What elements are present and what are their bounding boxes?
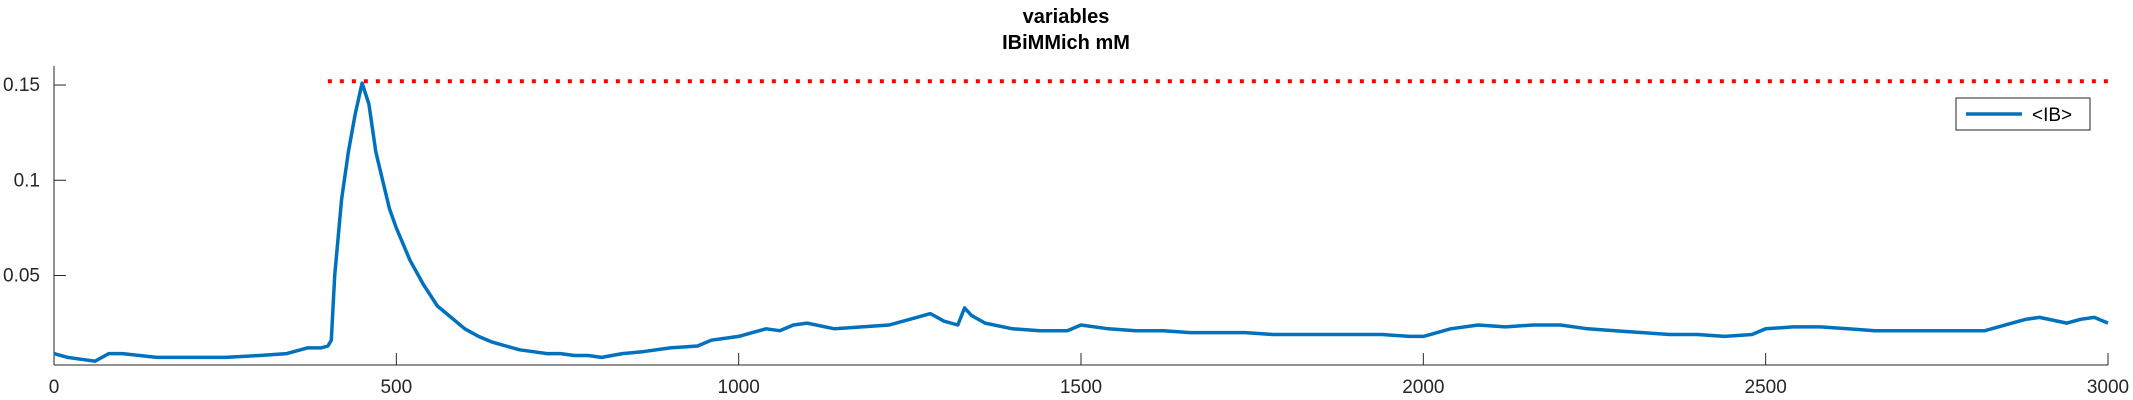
- plot-area: [53, 81, 2109, 363]
- y-tick-label: 0.05: [3, 265, 40, 286]
- chart-subtitle: IBiMMich mM: [1002, 32, 1130, 54]
- x-tick-label: 1500: [1060, 377, 1102, 398]
- axes: [53, 66, 2108, 366]
- x-tick-label: 0: [49, 377, 60, 398]
- x-tick-label: 2000: [1402, 377, 1444, 398]
- legend: <IB>: [1955, 97, 2091, 131]
- x-tick-label: 1000: [718, 377, 760, 398]
- series-line: [53, 81, 2109, 363]
- x-tick-label: 500: [380, 377, 412, 398]
- tick-group: 0 500 1000 1500 2000 2500 3000 0.05 0.1 0.15: [3, 75, 2129, 398]
- x-tick-label: 3000: [2087, 377, 2129, 398]
- chart-title: variables: [1023, 6, 1110, 28]
- legend-label: <IB>: [2032, 105, 2072, 126]
- x-tick-label: 2500: [1745, 377, 1787, 398]
- y-tick-label: 0.15: [3, 75, 40, 96]
- y-tick-label: 0.1: [14, 170, 40, 191]
